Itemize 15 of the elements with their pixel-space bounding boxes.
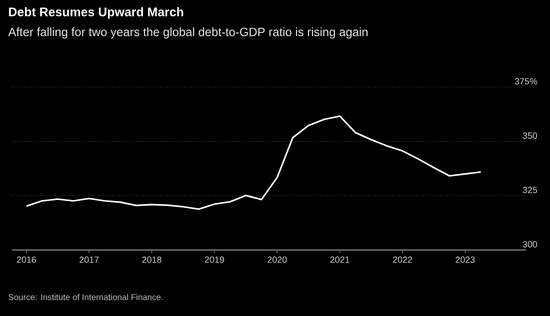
x-tick-label: 2017 — [80, 256, 99, 263]
x-tick-label: 2018 — [142, 256, 162, 263]
source-note: Source: Institute of International Finance. — [8, 294, 163, 300]
x-tick-label: 2020 — [268, 256, 287, 263]
chart-title: Debt Resumes Upward March — [9, 7, 184, 19]
x-tick-label: 2021 — [330, 256, 350, 263]
x-tick-label: 2019 — [204, 256, 224, 263]
y-tick-label: 300 — [522, 241, 538, 248]
y-tick-label: 350 — [522, 132, 538, 139]
chart-subtitle: After falling for two years the global debt-to-GDP ratio is rising again — [8, 27, 368, 39]
x-tick-label: 2023 — [456, 256, 475, 263]
y-tick-label: 325 — [522, 186, 538, 194]
x-tick-label: 2016 — [16, 256, 36, 263]
x-tick-label: 2022 — [392, 256, 412, 263]
y-tick-label: 375% — [514, 78, 538, 84]
